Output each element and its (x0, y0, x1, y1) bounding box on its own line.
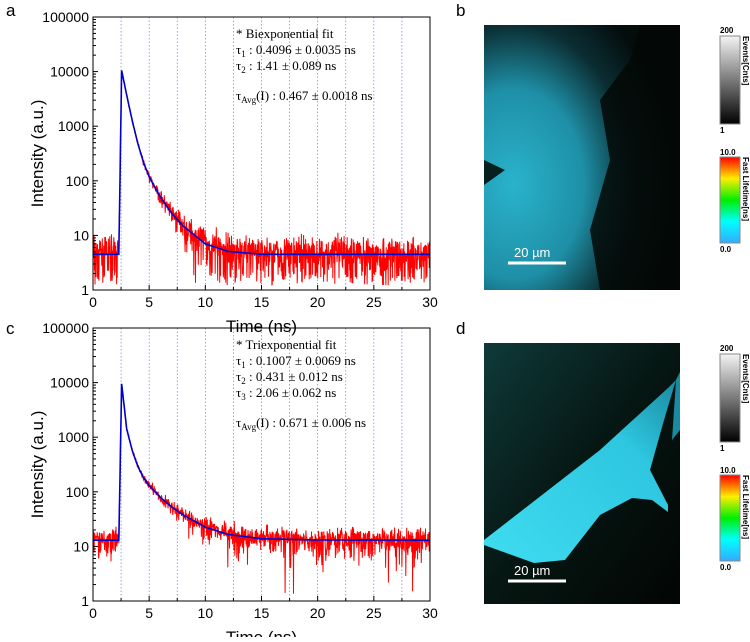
tau-subscript: 1 (241, 49, 246, 59)
y-tick-label: 1000 (58, 118, 89, 134)
events-max: 200 (720, 344, 734, 353)
lifetime-colorbar (719, 156, 741, 244)
tau-avg-line: τAvg(I) : 0.671 ± 0.006 ns (236, 415, 366, 432)
chart-c: c 0 5 10 15 20 25 30 1 10 100 1000 10000 100000 Time … (6, 319, 438, 642)
y-tick-label: 10 (73, 538, 89, 554)
y-tick-label: 100 (66, 484, 90, 500)
tau-symbol: τ (236, 369, 241, 384)
panel-label-a: a (6, 1, 16, 20)
x-tick-label: 5 (145, 294, 153, 310)
panel-label-b: b (456, 1, 465, 20)
y-tick-label: 100000 (42, 9, 89, 25)
tau-value: : 2.06 ± 0.062 ns (246, 385, 337, 400)
tau-symbol: τ (236, 385, 241, 400)
x-tick-label: 15 (254, 605, 270, 621)
events-max: 200 (720, 26, 734, 35)
tau-subscript: Avg (241, 95, 256, 105)
y-axis-label: Intensity (a.u.) (28, 100, 47, 208)
tau-value: : 1.41 ± 0.089 ns (246, 58, 337, 73)
lifetime-colorbar (719, 474, 741, 562)
tau-subscript: 1 (241, 360, 246, 370)
tau-value: : 0.4096 ± 0.0035 ns (246, 42, 356, 57)
panel-label-d: d (456, 319, 465, 338)
data-series (92, 383, 431, 594)
tau-line: τ1 : 0.4096 ± 0.0035 ns (236, 42, 356, 59)
y-tick-label: 10000 (50, 64, 89, 80)
events-label: Events[Cnts] (741, 354, 750, 404)
x-tick-label: 5 (145, 605, 153, 621)
dark-notch-b (484, 160, 505, 185)
y-tick-label: 100 (66, 173, 90, 189)
x-axis-label: Time (ns) (226, 317, 297, 336)
fit-series (93, 383, 430, 542)
tau-avg-value: (I) : 0.467 ± 0.0018 ns (256, 88, 373, 103)
y-tick-label: 1000 (58, 429, 89, 445)
chart-a: a 0 5 10 15 20 25 30 1 10 100 1000 10000 100000 Time … (6, 1, 438, 336)
tau-symbol: τ (236, 415, 241, 430)
tau-subscript: 2 (241, 65, 246, 75)
image-b: b 20 µm (456, 1, 680, 290)
tau-line: τ3 : 2.06 ± 0.062 ns (236, 385, 336, 402)
tau-value: : 0.1007 ± 0.0069 ns (246, 353, 356, 368)
fit-title: * Triexponential fit (236, 337, 337, 352)
data-series (92, 70, 431, 286)
tau-subscript: Avg (241, 422, 256, 432)
y-tick-label: 1 (81, 282, 89, 298)
x-tick-label: 15 (254, 294, 270, 310)
panel-label-c: c (6, 319, 15, 338)
x-tick-label: 25 (366, 294, 382, 310)
fit-series (93, 70, 430, 256)
tau-line: τ1 : 0.1007 ± 0.0069 ns (236, 353, 356, 370)
tau-line: τ2 : 1.41 ± 0.089 ns (236, 58, 336, 75)
x-tick-label: 10 (198, 605, 214, 621)
fit-title: * Biexponential fit (236, 26, 334, 41)
edge-d (672, 372, 680, 440)
events-min: 1 (720, 444, 725, 453)
events-min: 1 (720, 126, 725, 135)
x-tick-label: 30 (422, 605, 438, 621)
x-tick-label: 0 (89, 294, 97, 310)
tau-symbol: τ (236, 58, 241, 73)
lifetime-max: 10.0 (720, 148, 736, 157)
events-colorbar (719, 353, 741, 443)
tau-value: : 0.431 ± 0.012 ns (246, 369, 343, 384)
image-d: d 20 µm (456, 319, 680, 604)
x-tick-label: 20 (310, 605, 326, 621)
tau-avg-line: τAvg(I) : 0.467 ± 0.0018 ns (236, 88, 373, 105)
x-tick-label: 10 (198, 294, 214, 310)
tau-symbol: τ (236, 353, 241, 368)
y-tick-label: 10000 (50, 375, 89, 391)
tau-avg-value: (I) : 0.671 ± 0.006 ns (256, 415, 366, 430)
x-axis-label: Time (ns) (226, 628, 297, 637)
tau-symbol: τ (236, 88, 241, 103)
dark-region-b (590, 25, 680, 290)
y-tick-label: 100000 (42, 320, 89, 336)
tau-line: τ2 : 0.431 ± 0.012 ns (236, 369, 343, 386)
lifetime-min: 0.0 (720, 245, 732, 254)
tau-symbol: τ (236, 42, 241, 57)
lifetime-max: 10.0 (720, 466, 736, 475)
colorbars-b: 200 1 Events[Cnts] 10.0 0.0 Fast Lifetim… (719, 26, 750, 254)
y-tick-label: 10 (73, 227, 89, 243)
lifetime-min: 0.0 (720, 563, 732, 572)
lifetime-label: Fast Lifetime[ns] (741, 157, 750, 221)
y-tick-label: 1 (81, 593, 89, 609)
x-tick-label: 25 (366, 605, 382, 621)
lifetime-label: Fast Lifetime[ns] (741, 475, 750, 539)
scale-bar-label-d: 20 µm (514, 563, 550, 578)
tau-subscript: 3 (241, 392, 246, 402)
events-label: Events[Cnts] (741, 36, 750, 86)
x-tick-label: 20 (310, 294, 326, 310)
x-tick-label: 30 (422, 294, 438, 310)
x-tick-label: 0 (89, 605, 97, 621)
colorbars-d: 200 1 Events[Cnts] 10.0 0.0 Fast Lifetim… (719, 344, 750, 572)
y-axis-label: Intensity (a.u.) (28, 411, 47, 519)
scale-bar-label-b: 20 µm (514, 245, 550, 260)
cyan-wedge-d (484, 380, 676, 563)
events-colorbar (719, 35, 741, 125)
tau-subscript: 2 (241, 376, 246, 386)
